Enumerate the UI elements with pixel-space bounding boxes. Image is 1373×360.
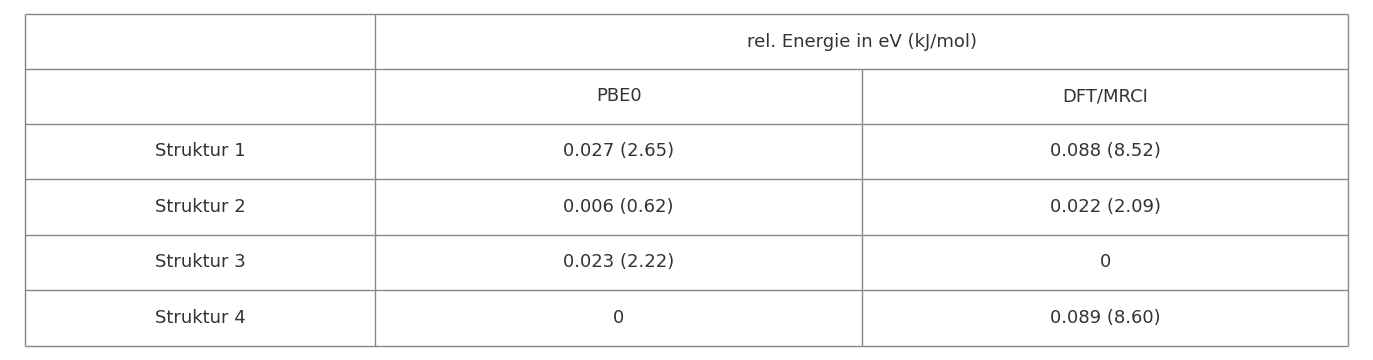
- Text: 0.089 (8.60): 0.089 (8.60): [1050, 309, 1160, 327]
- Text: 0.022 (2.09): 0.022 (2.09): [1049, 198, 1160, 216]
- Text: Struktur 2: Struktur 2: [155, 198, 246, 216]
- Text: Struktur 4: Struktur 4: [155, 309, 246, 327]
- Text: rel. Energie in eV (kJ/mol): rel. Energie in eV (kJ/mol): [747, 33, 976, 51]
- Text: Struktur 1: Struktur 1: [155, 143, 246, 161]
- Text: 0.088 (8.52): 0.088 (8.52): [1049, 143, 1160, 161]
- Text: Struktur 3: Struktur 3: [155, 253, 246, 271]
- Text: 0.027 (2.65): 0.027 (2.65): [563, 143, 674, 161]
- Text: 0: 0: [1100, 253, 1111, 271]
- Text: 0: 0: [612, 309, 625, 327]
- Text: 0.006 (0.62): 0.006 (0.62): [563, 198, 674, 216]
- Text: PBE0: PBE0: [596, 87, 641, 105]
- Text: DFT/MRCI: DFT/MRCI: [1063, 87, 1148, 105]
- Text: 0.023 (2.22): 0.023 (2.22): [563, 253, 674, 271]
